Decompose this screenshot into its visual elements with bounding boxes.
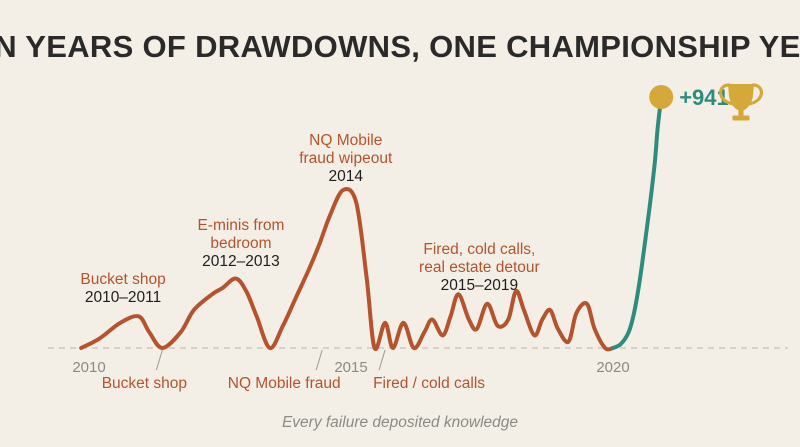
leader-line: [378, 349, 386, 371]
footnote: Every failure deposited knowledge: [282, 414, 518, 431]
x-tick-label: 2015: [334, 359, 367, 376]
annotation-year: 2010–2011: [85, 289, 161, 306]
series-lines: [79, 95, 664, 352]
below-annotation-label: Bucket shop: [102, 375, 187, 392]
leader-line: [155, 349, 163, 371]
annotation-label: E-minis from: [197, 217, 284, 234]
series-line-drawdowns: [79, 187, 615, 352]
series-line-rally: [611, 95, 664, 350]
annotation-year: 2015–2019: [441, 277, 519, 294]
x-axis-ticks: 2010 2015 2020: [72, 359, 629, 376]
chart-title: TEN YEARS OF DRAWDOWNS, ONE CHAMPIONSHIP…: [0, 29, 800, 64]
annotation-label: Bucket shop: [80, 271, 165, 288]
annotation-year: 2014: [329, 168, 364, 185]
trophy-icon: [719, 83, 763, 121]
annotation-year: 2012–2013: [202, 253, 280, 270]
annotation-label: real estate detour: [419, 259, 540, 276]
below-annotation-label: Fired / cold calls: [373, 375, 485, 392]
x-tick-label: 2020: [596, 359, 629, 376]
leader-line: [315, 349, 323, 371]
x-tick-label: 2010: [72, 359, 105, 376]
below-annotation-label: NQ Mobile fraud: [228, 375, 341, 392]
annotation-label: Fired, cold calls,: [423, 241, 535, 258]
annotation-label: NQ Mobile: [309, 132, 382, 149]
end-marker-dot: [649, 85, 674, 109]
annotation-label: fraud wipeout: [299, 150, 393, 167]
annotation-label: bedroom: [210, 235, 271, 252]
